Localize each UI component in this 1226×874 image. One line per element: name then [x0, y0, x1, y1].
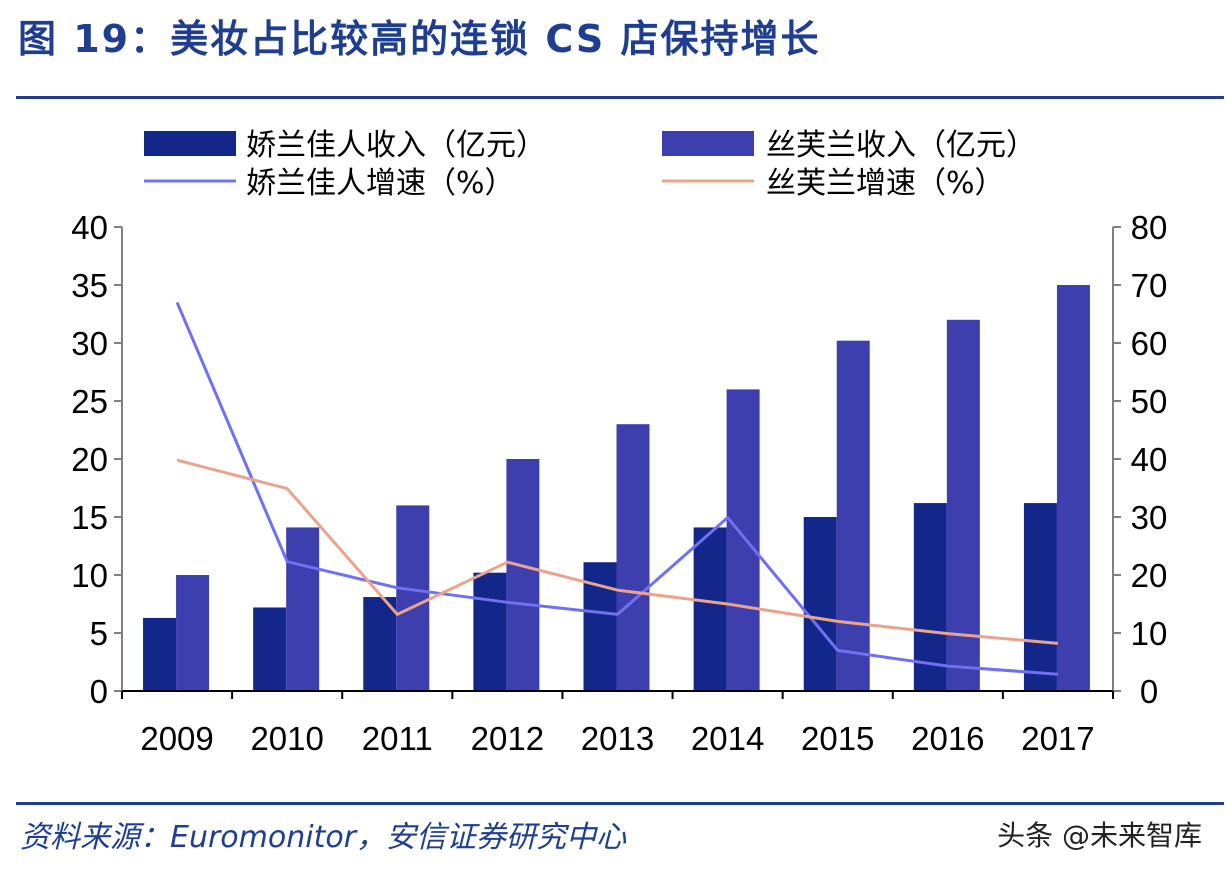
left-tick-label: 5 — [90, 615, 108, 652]
bar-jiaolan-2017 — [1023, 503, 1057, 691]
bar-sifulan-2016 — [946, 319, 980, 691]
top-rule — [16, 96, 1224, 99]
x-tick-label-2012: 2012 — [471, 720, 544, 757]
x-tick-label-2013: 2013 — [581, 720, 654, 757]
left-tick-label: 15 — [71, 499, 108, 536]
x-tick-label-2010: 2010 — [250, 720, 323, 757]
bar-sifulan-2017 — [1056, 285, 1090, 691]
bars-layer — [143, 285, 1090, 691]
right-tick-label: 10 — [1131, 615, 1168, 652]
axes-layer — [114, 226, 1121, 699]
figure-title: 图 19：美妆占比较高的连锁 CS 店保持增长 — [18, 17, 821, 61]
right-tick-label: 80 — [1131, 209, 1168, 246]
right-tick-label: 50 — [1131, 383, 1168, 420]
bar-sifulan-2015 — [836, 340, 870, 691]
watermark: 头条 @未来智库 — [997, 819, 1202, 852]
x-tick-label-2017: 2017 — [1021, 720, 1094, 757]
labels-layer: 0 5 10 15 20 25 30 35 40 0 10 20 30 40 50 60 70 80 2009 201… — [71, 209, 1167, 757]
bar-jiaolan-2009 — [143, 617, 177, 691]
bottom-rule — [16, 802, 1224, 805]
legend-label-sifulan-revenue: 丝芙兰收入（亿元） — [766, 128, 1036, 163]
right-tick-label: 30 — [1131, 499, 1168, 536]
x-tick-label-2011: 2011 — [362, 720, 433, 757]
line-sifulan-growth — [176, 458, 1059, 645]
bar-sifulan-2009 — [176, 575, 210, 691]
bar-jiaolan-2015 — [803, 517, 837, 691]
x-tick-label-2015: 2015 — [801, 720, 874, 757]
right-tick-label: 40 — [1131, 441, 1168, 478]
left-tick-label: 35 — [71, 267, 108, 304]
x-tick-label-2016: 2016 — [911, 720, 984, 757]
bar-jiaolan-2014 — [693, 527, 727, 691]
legend: 娇兰佳人收入（亿元） 丝芙兰收入（亿元） 娇兰佳人增速（%） 丝芙兰增速（%） — [144, 128, 1036, 201]
left-tick-label: 40 — [71, 209, 108, 246]
right-tick-label: 70 — [1131, 267, 1168, 304]
legend-label-jiaolan-growth: 娇兰佳人增速（%） — [246, 166, 515, 201]
chart: 娇兰佳人收入（亿元） 丝芙兰收入（亿元） 娇兰佳人增速（%） 丝芙兰增速（%） … — [71, 128, 1167, 757]
legend-swatch-sifulan-revenue — [662, 131, 754, 156]
x-tick-label-2009: 2009 — [140, 720, 213, 757]
line-jiaolan-growth — [175, 301, 1059, 676]
legend-label-sifulan-growth: 丝芙兰增速（%） — [766, 166, 1005, 201]
bar-jiaolan-2012 — [473, 572, 507, 691]
bar-jiaolan-2016 — [913, 503, 947, 691]
right-tick-label: 20 — [1131, 557, 1168, 594]
bar-sifulan-2014 — [726, 389, 760, 691]
bar-jiaolan-2010 — [253, 607, 287, 691]
left-tick-label: 20 — [71, 441, 108, 478]
bar-sifulan-2012 — [506, 459, 540, 691]
right-tick-label: 0 — [1140, 673, 1158, 710]
left-tick-label: 25 — [71, 383, 108, 420]
legend-label-jiaolan-revenue: 娇兰佳人收入（亿元） — [246, 128, 546, 163]
source-note: 资料来源：Euromonitor，安信证券研究中心 — [20, 820, 627, 855]
left-tick-label: 10 — [71, 557, 108, 594]
x-tick-label-2014: 2014 — [691, 720, 764, 757]
bar-jiaolan-2011 — [363, 597, 397, 691]
lines-layer — [175, 301, 1059, 676]
bar-sifulan-2010 — [286, 527, 320, 691]
left-tick-label: 30 — [71, 325, 108, 362]
left-tick-label: 0 — [90, 673, 108, 710]
bar-sifulan-2011 — [396, 505, 430, 691]
bar-sifulan-2013 — [616, 424, 650, 691]
right-tick-label: 60 — [1131, 325, 1168, 362]
legend-swatch-jiaolan-revenue — [144, 131, 236, 156]
